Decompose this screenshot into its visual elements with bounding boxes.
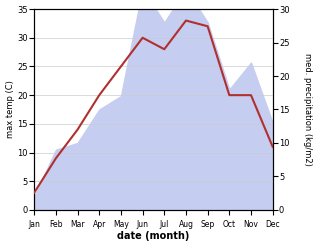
Y-axis label: max temp (C): max temp (C): [5, 81, 15, 138]
Y-axis label: med. precipitation (kg/m2): med. precipitation (kg/m2): [303, 53, 313, 166]
X-axis label: date (month): date (month): [117, 231, 190, 242]
